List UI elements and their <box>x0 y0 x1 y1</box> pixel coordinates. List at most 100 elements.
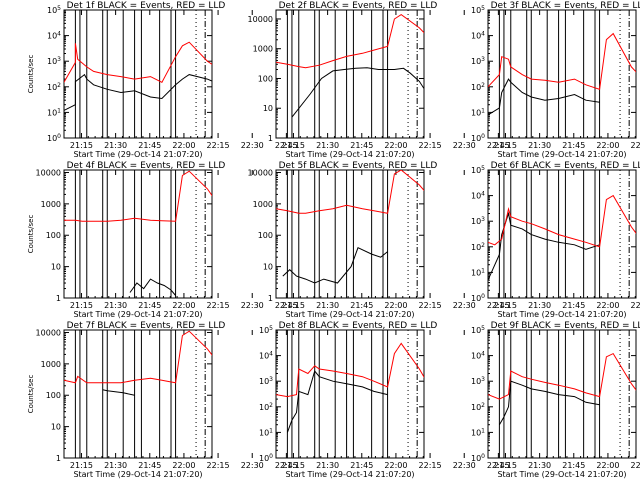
x-tick-label: 22:15 <box>631 461 640 470</box>
x-axis-label: Start Time (29-Oct-14 21:07:20) <box>73 470 202 479</box>
x-axis-label: Start Time (29-Oct-14 21:07:20) <box>73 150 202 159</box>
events-series-line <box>291 67 424 118</box>
y-tick-label: 102 <box>471 242 485 252</box>
x-tick-label: 21:45 <box>350 301 373 310</box>
x-tick-label: 22:00 <box>384 461 407 470</box>
y-tick-label: 105 <box>471 5 485 15</box>
x-tick-label: 21:30 <box>316 141 339 150</box>
axes-frame <box>275 329 425 459</box>
x-tick-label: 22:45 <box>275 301 298 310</box>
y-tick-label: 104 <box>471 191 485 201</box>
series-group <box>276 13 424 118</box>
x-tick-label: 21:45 <box>562 301 585 310</box>
x-tick-label: 22:00 <box>596 141 619 150</box>
x-axis-label: Start Time (29-Oct-14 21:07:20) <box>497 150 626 159</box>
x-tick-label: 21:30 <box>316 461 339 470</box>
panel-title: Det 8f BLACK = Events, RED = LLD <box>279 321 438 331</box>
x-tick-label: 21:15 <box>70 141 93 150</box>
x-tick-label: 22:30 <box>241 461 264 470</box>
axes-frame <box>63 9 213 139</box>
y-tick-label: 100 <box>471 133 485 143</box>
x-tick-label: 22:30 <box>241 301 264 310</box>
axes-frame <box>487 329 637 459</box>
series-group <box>64 41 212 111</box>
x-tick-label: 21:15 <box>282 141 305 150</box>
axes-frame <box>63 169 213 299</box>
x-tick-label: 22:45 <box>487 461 510 470</box>
x-tick-label: 21:30 <box>104 301 127 310</box>
x-tick-label: 21:45 <box>562 461 585 470</box>
series-group <box>488 194 636 281</box>
x-tick-label: 22:00 <box>172 301 195 310</box>
panel-title: Det 5f BLACK = Events, RED = LLD <box>279 161 438 171</box>
x-tick-label: 22:30 <box>453 301 476 310</box>
axes-frame <box>487 169 637 299</box>
x-tick-label: 22:15 <box>631 301 640 310</box>
x-tick-label: 21:30 <box>316 301 339 310</box>
y-tick-label: 10 <box>51 423 61 432</box>
y-tick-label: 105 <box>471 165 485 175</box>
x-tick-label: 22:15 <box>207 141 230 150</box>
axes-frame <box>275 169 425 299</box>
x-tick-label: 21:15 <box>494 461 517 470</box>
lld-series-line <box>64 170 212 222</box>
x-tick-label: 21:30 <box>528 141 551 150</box>
lld-series-line <box>276 13 424 69</box>
panel-det-1: Det 1f BLACK = Events, RED = LLD10010110… <box>27 1 298 159</box>
x-tick-label: 21:30 <box>104 141 127 150</box>
y-tick-label: 10000 <box>248 168 273 177</box>
lld-series-line <box>488 32 636 90</box>
y-tick-label: 105 <box>47 5 61 15</box>
y-tick-label: 101 <box>471 427 485 437</box>
y-tick-label: 10 <box>263 263 273 272</box>
panel-title: Det 7f BLACK = Events, RED = LLD <box>67 321 226 331</box>
x-tick-label: 21:30 <box>528 461 551 470</box>
y-tick-label: 10000 <box>36 168 61 177</box>
lld-series-line <box>488 194 636 248</box>
series-group <box>276 342 424 433</box>
y-tick-label: 1 <box>56 454 61 463</box>
y-axis-label: Counts/sec <box>27 375 35 414</box>
panel-title: Det 2f BLACK = Events, RED = LLD <box>279 1 438 11</box>
x-axis-label: Start Time (29-Oct-14 21:07:20) <box>73 310 202 319</box>
y-tick-label: 101 <box>259 427 273 437</box>
lld-series-line <box>488 352 636 400</box>
axes-frame <box>487 9 637 139</box>
events-series-line <box>488 211 600 281</box>
x-tick-label: 22:00 <box>596 301 619 310</box>
series-group <box>64 330 212 396</box>
events-series-line <box>286 369 388 433</box>
x-tick-label: 21:15 <box>282 301 305 310</box>
x-tick-label: 22:15 <box>207 461 230 470</box>
series-group <box>276 170 424 284</box>
x-tick-label: 21:15 <box>494 141 517 150</box>
y-axis-label: Counts/sec <box>27 215 35 254</box>
y-tick-label: 103 <box>471 376 485 386</box>
y-tick-label: 104 <box>471 31 485 41</box>
panel-det-6: Det 6f BLACK = Events, RED = LLD 100 101 10… <box>471 161 640 319</box>
x-axis-label: Start Time (29-Oct-14 21:07:20) <box>285 470 414 479</box>
x-tick-label: 22:15 <box>419 301 442 310</box>
x-tick-label: 21:45 <box>350 141 373 150</box>
y-tick-label: 100 <box>46 391 61 400</box>
series-group <box>488 352 636 425</box>
y-tick-label: 103 <box>471 216 485 226</box>
panel-det-4: Det 4f BLACK = Events, RED = LLD 1 10 100 10… <box>27 161 298 319</box>
y-tick-label: 105 <box>259 325 273 335</box>
y-tick-label: 1000 <box>41 360 61 369</box>
x-tick-label: 22:15 <box>207 301 230 310</box>
x-tick-label: 22:15 <box>631 141 640 150</box>
events-series-line <box>102 389 135 396</box>
panel-det-5: Det 5f BLACK = Events, RED = LLD 1 10 100 10… <box>248 161 510 319</box>
x-tick-label: 21:30 <box>528 301 551 310</box>
y-tick-label: 101 <box>471 267 485 277</box>
y-tick-label: 100 <box>471 293 485 303</box>
y-tick-label: 100 <box>47 133 61 143</box>
y-tick-label: 100 <box>471 453 485 463</box>
axes-frame <box>63 329 213 459</box>
panel-det-2: Det 2f BLACK = Events, RED = LLD 1 10 100 10… <box>248 1 510 159</box>
panel-title: Det 3f BLACK = Events, RED = LLD <box>491 1 640 11</box>
y-tick-label: 10000 <box>36 328 61 337</box>
x-axis-label: Start Time (29-Oct-14 21:07:20) <box>285 150 414 159</box>
